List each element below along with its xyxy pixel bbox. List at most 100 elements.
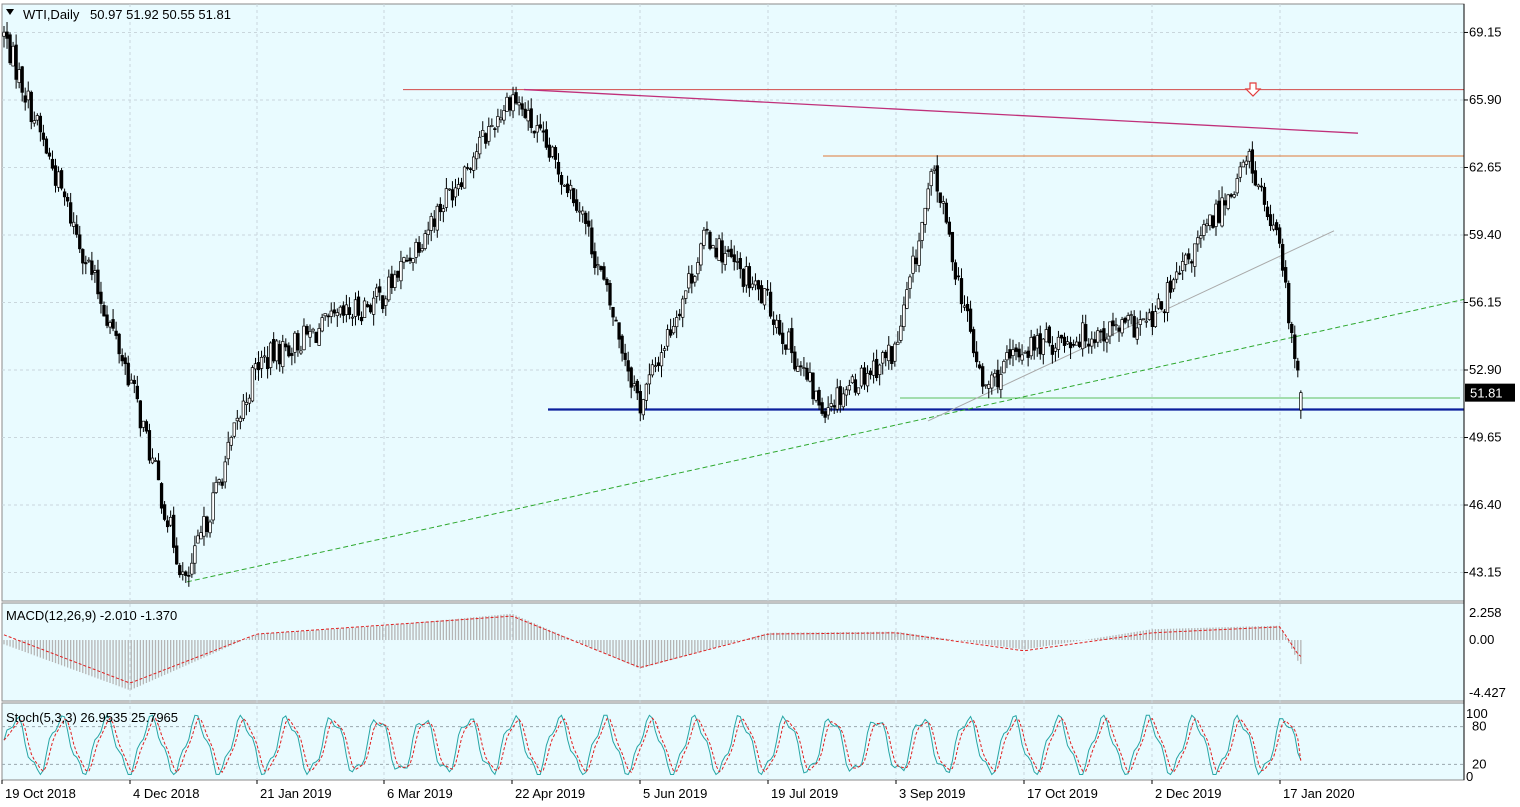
candle-body xyxy=(817,389,821,406)
candle-body xyxy=(1208,214,1212,226)
candle-body xyxy=(993,373,997,378)
candle-body xyxy=(308,331,312,338)
candle-body xyxy=(890,346,894,364)
candle-body xyxy=(526,109,530,122)
candle-body xyxy=(329,310,333,317)
candle-body xyxy=(750,283,755,288)
candle-body xyxy=(393,274,397,288)
stoch-title: Stoch(5,3,3) 26.9535 25.7965 xyxy=(6,710,178,725)
macd-tick-label: 2.258 xyxy=(1469,605,1502,620)
candle-body xyxy=(1156,298,1161,309)
candle-body xyxy=(272,339,276,362)
candle-body xyxy=(774,319,779,329)
candle-body xyxy=(202,516,206,537)
candle-body xyxy=(999,374,1003,390)
candle-body xyxy=(123,357,127,365)
candle-body xyxy=(853,379,858,393)
candle-body xyxy=(284,343,288,348)
candle-body xyxy=(538,124,542,129)
candle-body xyxy=(681,298,685,318)
candle-body xyxy=(108,322,112,328)
candle-body xyxy=(965,303,970,312)
candle-body xyxy=(587,220,591,227)
candle-body xyxy=(223,461,227,483)
candle-body xyxy=(1111,320,1115,327)
candle-body xyxy=(671,325,676,334)
candle-body xyxy=(281,341,285,367)
candle-body xyxy=(1259,185,1264,188)
candle-body xyxy=(1253,170,1258,186)
candle-body xyxy=(635,380,639,394)
candle-body xyxy=(987,384,991,389)
candle-body xyxy=(411,258,415,264)
date-tick-label: 21 Jan 2019 xyxy=(260,786,332,801)
price-tick-label: 69.15 xyxy=(1469,24,1502,39)
candle-body xyxy=(835,387,839,410)
candle-body xyxy=(175,545,179,565)
candle-body xyxy=(1096,330,1100,343)
candle-body xyxy=(1256,184,1261,188)
candle-body xyxy=(1026,350,1030,358)
candle-body xyxy=(602,266,606,280)
candle-body xyxy=(111,319,115,329)
candle-body xyxy=(656,362,661,366)
candle-body xyxy=(29,91,33,123)
candle-body xyxy=(514,92,518,104)
candle-body xyxy=(808,372,812,382)
candle-body xyxy=(605,278,609,286)
candle-body xyxy=(247,397,252,404)
candle-body xyxy=(511,94,515,112)
candle-body xyxy=(1135,327,1139,340)
candle-body xyxy=(844,389,848,396)
candle-body xyxy=(568,184,573,191)
candle-body xyxy=(868,370,873,376)
date-tick-label: 19 Oct 2018 xyxy=(5,786,76,801)
candle-body xyxy=(1168,280,1173,293)
candle-body xyxy=(235,417,239,422)
candle-body xyxy=(608,283,612,306)
candle-body xyxy=(353,299,358,317)
candle-body xyxy=(629,367,633,388)
macd-title: MACD(12,26,9) -2.010 -1.370 xyxy=(6,608,177,623)
candle-body xyxy=(69,202,73,224)
candle-body xyxy=(714,247,718,258)
candle-body xyxy=(741,268,745,287)
candle-body xyxy=(178,565,182,576)
candle-body xyxy=(641,399,645,416)
candle-body xyxy=(1093,339,1097,343)
macd-panel[interactable] xyxy=(1,602,1465,702)
candle-body xyxy=(1199,235,1203,239)
candle-body xyxy=(2,31,6,37)
candle-body xyxy=(381,295,385,310)
candle-body xyxy=(753,280,758,286)
candle-body xyxy=(75,224,79,235)
candle-body xyxy=(493,128,497,130)
candle-body xyxy=(884,351,888,359)
stoch-panel[interactable] xyxy=(1,702,1465,781)
date-tick-label: 17 Oct 2019 xyxy=(1027,786,1098,801)
candle-body xyxy=(287,345,291,357)
candle-body xyxy=(1223,200,1227,206)
candle-body xyxy=(781,332,785,344)
candle-body xyxy=(153,460,158,462)
price-tick-label: 59.40 xyxy=(1469,227,1502,242)
candle-body xyxy=(490,125,494,127)
candle-body xyxy=(162,504,167,520)
candle-body xyxy=(699,243,703,266)
candle-body xyxy=(335,312,339,317)
candle-body xyxy=(59,170,64,189)
labels: WTI,Daily 50.97 51.92 50.55 51.81 MACD(12,… xyxy=(6,7,231,725)
candle-body xyxy=(496,116,500,128)
candle-body xyxy=(1277,227,1282,244)
candle-body xyxy=(956,275,961,278)
candle-body xyxy=(341,305,346,316)
candle-body xyxy=(814,390,818,401)
candle-body xyxy=(929,171,933,187)
candle-body xyxy=(278,343,282,365)
candle-body xyxy=(1265,206,1270,218)
candle-body xyxy=(665,329,670,347)
candle-body xyxy=(362,300,367,318)
candle-body xyxy=(344,304,349,315)
candle-body xyxy=(338,306,342,315)
